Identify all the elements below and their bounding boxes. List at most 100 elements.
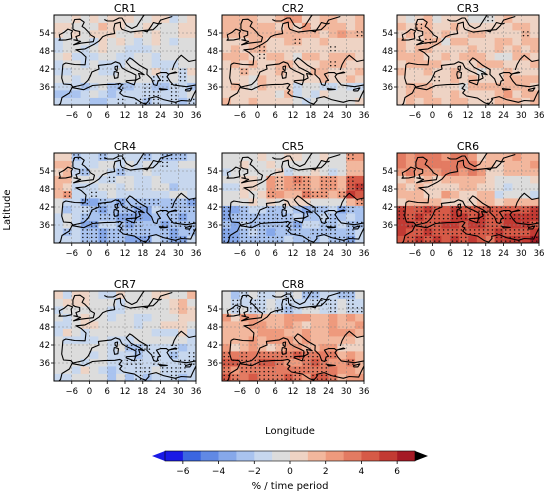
x-tick-label: −6 bbox=[65, 387, 78, 397]
colorbar-tick-label: 4 bbox=[359, 467, 365, 477]
map-panel-cr3: CR3 −6 0 6 12 18 24 30 36 54 48 42 36 bbox=[382, 2, 544, 121]
panel-title: CR5 bbox=[282, 140, 304, 153]
colorbar-tick-label: −6 bbox=[176, 467, 190, 477]
colorbar-extend-high bbox=[415, 451, 428, 461]
x-tick-label: 36 bbox=[359, 387, 370, 397]
x-tick-label: 18 bbox=[480, 111, 491, 121]
x-tick-label: 0 bbox=[255, 249, 260, 259]
colorbar-segment bbox=[200, 451, 219, 461]
x-tick-label: 24 bbox=[155, 111, 166, 121]
colorbar-segment bbox=[272, 451, 291, 461]
x-tick-label: −6 bbox=[233, 387, 246, 397]
colorbar-segment bbox=[165, 451, 184, 461]
x-tick-label: 24 bbox=[498, 111, 509, 121]
x-tick-label: 30 bbox=[516, 111, 527, 121]
x-tick-label: 0 bbox=[87, 249, 92, 259]
x-tick-label: 18 bbox=[305, 387, 316, 397]
x-tick-label: 18 bbox=[480, 249, 491, 259]
x-tick-label: 18 bbox=[305, 249, 316, 259]
x-tick-label: −6 bbox=[408, 249, 421, 259]
y-tick-label: 42 bbox=[39, 203, 50, 213]
y-tick-label: 54 bbox=[39, 305, 50, 315]
gridlines bbox=[54, 15, 196, 105]
y-tick-label: 36 bbox=[207, 359, 218, 369]
y-tick-label: 48 bbox=[39, 185, 50, 195]
x-tick-label: 6 bbox=[105, 249, 110, 259]
x-tick-label: 18 bbox=[305, 111, 316, 121]
map-panel-cr2: CR2 −6 0 6 12 18 24 30 36 54 48 42 36 bbox=[207, 2, 369, 121]
map-panel-cr8: CR8 −6 0 6 12 18 24 30 36 54 48 42 36 bbox=[207, 278, 369, 397]
x-tick-label: 6 bbox=[105, 111, 110, 121]
x-tick-label: 6 bbox=[273, 387, 278, 397]
colorbar-segment bbox=[307, 451, 327, 461]
y-tick-label: 42 bbox=[39, 341, 50, 351]
y-axis-title: Latitude bbox=[2, 189, 13, 230]
gridlines bbox=[397, 153, 539, 243]
gridlines bbox=[222, 15, 364, 105]
y-tick-label: 54 bbox=[39, 29, 50, 39]
panel-title: CR1 bbox=[114, 2, 136, 15]
coastlines bbox=[401, 15, 539, 105]
map-panel-cr6: CR6 −6 0 6 12 18 24 30 36 54 48 42 36 bbox=[382, 140, 544, 259]
y-tick-label: 36 bbox=[39, 359, 50, 369]
y-tick-label: 36 bbox=[39, 83, 50, 93]
y-tick-label: 54 bbox=[207, 29, 218, 39]
colorbar-segment bbox=[236, 451, 255, 461]
y-tick-label: 48 bbox=[39, 47, 50, 57]
x-tick-label: 30 bbox=[173, 249, 184, 259]
significance-stippling bbox=[64, 154, 195, 242]
x-tick-label: 0 bbox=[255, 111, 260, 121]
y-tick-label: 42 bbox=[382, 65, 393, 75]
x-tick-label: 36 bbox=[191, 249, 202, 259]
panel-title: CR6 bbox=[457, 140, 479, 153]
anomaly-field bbox=[54, 153, 196, 243]
colorbar-label: % / time period bbox=[252, 481, 329, 492]
y-tick-label: 48 bbox=[207, 185, 218, 195]
y-tick-label: 36 bbox=[207, 221, 218, 231]
x-tick-label: 0 bbox=[430, 111, 435, 121]
significance-stippling bbox=[416, 16, 529, 104]
x-tick-label: 30 bbox=[173, 111, 184, 121]
x-tick-label: 30 bbox=[341, 111, 352, 121]
map-panel-cr4: CR4 −6 0 6 12 18 24 30 36 54 48 42 36 bbox=[39, 140, 201, 259]
colorbar-tick-label: −4 bbox=[212, 467, 226, 477]
x-tick-label: 36 bbox=[191, 111, 202, 121]
y-tick-label: 42 bbox=[382, 203, 393, 213]
coastlines bbox=[58, 15, 196, 105]
colorbar-segment bbox=[343, 451, 362, 461]
x-tick-label: 36 bbox=[534, 249, 545, 259]
x-tick-label: 36 bbox=[359, 249, 370, 259]
x-tick-label: −6 bbox=[233, 111, 246, 121]
x-tick-label: 12 bbox=[288, 387, 299, 397]
x-tick-label: 30 bbox=[341, 249, 352, 259]
significance-stippling bbox=[398, 206, 538, 242]
coastlines bbox=[226, 153, 364, 243]
y-tick-label: 48 bbox=[382, 185, 393, 195]
colorbar: −6 −4 −2 0 2 4 6 bbox=[152, 450, 428, 477]
x-tick-label: 24 bbox=[323, 111, 334, 121]
x-tick-label: 24 bbox=[323, 387, 334, 397]
x-tick-label: 0 bbox=[430, 249, 435, 259]
gridlines bbox=[54, 153, 196, 243]
x-tick-label: 12 bbox=[288, 249, 299, 259]
coastlines bbox=[226, 291, 364, 381]
x-tick-label: 24 bbox=[155, 387, 166, 397]
panel-title: CR4 bbox=[114, 140, 136, 153]
x-tick-label: 18 bbox=[137, 111, 148, 121]
colorbar-segment bbox=[182, 451, 202, 461]
colorbar-tick-label: 6 bbox=[394, 467, 400, 477]
x-tick-label: 30 bbox=[341, 387, 352, 397]
panel-title: CR3 bbox=[457, 2, 479, 15]
x-tick-label: 36 bbox=[191, 387, 202, 397]
colorbar-tick-label: 2 bbox=[323, 467, 329, 477]
x-tick-label: 30 bbox=[173, 387, 184, 397]
significance-stippling bbox=[223, 154, 363, 242]
panel-title: CR7 bbox=[114, 278, 136, 291]
x-tick-label: 24 bbox=[498, 249, 509, 259]
coastlines bbox=[401, 153, 539, 243]
colorbar-segment bbox=[218, 451, 237, 461]
colorbar-tick-label: −2 bbox=[248, 467, 261, 477]
map-panel-cr5: CR5 −6 0 6 12 18 24 30 36 54 48 42 36 bbox=[207, 140, 369, 259]
x-tick-label: 36 bbox=[359, 111, 370, 121]
